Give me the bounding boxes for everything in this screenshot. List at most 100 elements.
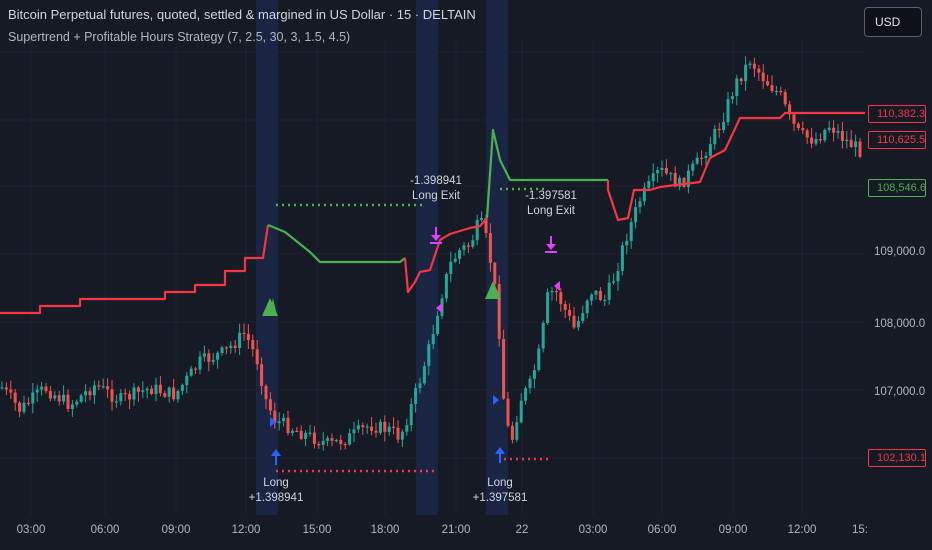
symbol-title[interactable]: Bitcoin Perpetual futures, quoted, settl… xyxy=(8,7,476,22)
candle-body xyxy=(779,90,783,93)
candle-body xyxy=(9,389,13,393)
candle-body xyxy=(466,245,470,247)
candle-body xyxy=(348,433,352,445)
candle-body xyxy=(510,425,514,440)
candle-body xyxy=(145,388,149,391)
candle-body xyxy=(713,128,717,145)
time-tick: 09:00 xyxy=(718,524,748,536)
entry-arrow-icon xyxy=(495,447,505,454)
candle-body xyxy=(638,201,642,208)
candle-body xyxy=(246,333,250,341)
candle-body xyxy=(832,127,836,133)
candle-body xyxy=(616,271,620,282)
candle-body xyxy=(796,123,800,129)
candle-body xyxy=(660,167,664,171)
time-tick: 22 xyxy=(515,524,529,536)
candle-body xyxy=(414,387,418,405)
candle-body xyxy=(656,170,660,174)
candle-body xyxy=(202,353,206,357)
candle-body xyxy=(801,128,805,131)
exit-arrow-icon xyxy=(431,235,441,241)
entry-label: Long +1.397581 xyxy=(473,476,528,506)
marker-right-icon xyxy=(270,417,276,427)
candle-body xyxy=(334,440,338,442)
candle-body xyxy=(216,352,220,360)
candle-body xyxy=(114,401,118,403)
candle-body xyxy=(70,404,74,410)
candle-body xyxy=(268,399,272,411)
candle-body xyxy=(836,130,840,133)
supertrend-up-line xyxy=(267,223,406,264)
candle-body xyxy=(84,391,88,396)
candle-body xyxy=(673,172,677,187)
marker-left-icon xyxy=(554,281,560,291)
candle-body xyxy=(370,426,374,431)
candle-body xyxy=(361,425,365,428)
exit-value: -1.398941 xyxy=(410,175,462,187)
candle-body xyxy=(541,323,545,349)
candle-body xyxy=(66,394,70,410)
currency-button[interactable]: USD xyxy=(864,7,922,37)
candle-body xyxy=(387,426,391,432)
candle-body xyxy=(444,274,448,299)
candle-body xyxy=(242,332,246,335)
time-tick: 18:00 xyxy=(370,524,400,536)
candle-body xyxy=(224,347,228,349)
candle-body xyxy=(730,96,734,100)
candle-body xyxy=(251,340,255,350)
candle-body xyxy=(422,366,426,384)
candle-body xyxy=(502,338,506,399)
entry-side: Long xyxy=(263,477,289,489)
candle-body xyxy=(176,390,180,400)
candle-body xyxy=(840,130,844,141)
candle-body xyxy=(814,139,818,144)
candle-body xyxy=(136,387,140,392)
entry-value: +1.398941 xyxy=(248,492,304,504)
candle-body xyxy=(453,258,457,262)
candle-body xyxy=(141,390,145,392)
candle-body xyxy=(374,430,378,433)
candle-body xyxy=(748,63,752,65)
supertrend-down-line xyxy=(0,224,270,315)
candle-body xyxy=(664,167,668,174)
candle-body xyxy=(761,72,765,82)
candle-body xyxy=(158,384,162,394)
candle-body xyxy=(458,250,462,259)
price-tick: 109,000.0 xyxy=(874,246,926,258)
candle-body xyxy=(233,345,237,348)
candle-body xyxy=(128,393,132,400)
candle-body xyxy=(691,163,695,171)
entry-side: Long xyxy=(487,477,513,489)
candle-body xyxy=(708,144,712,156)
time-tick: 15: xyxy=(852,524,868,536)
candle-body xyxy=(180,385,184,391)
marker-right-icon xyxy=(493,395,499,405)
candle-body xyxy=(330,438,334,441)
time-tick: 09:00 xyxy=(161,524,191,536)
candle-body xyxy=(431,334,435,345)
candle-body xyxy=(154,384,158,394)
candle-body xyxy=(365,426,369,428)
candle-body xyxy=(519,400,523,423)
candle-body xyxy=(321,440,325,445)
candle-body xyxy=(607,282,611,300)
candle-body xyxy=(277,421,281,424)
strategy-legend[interactable]: Supertrend + Profitable Hours Strategy (… xyxy=(8,30,351,44)
candle-body xyxy=(686,170,690,187)
time-tick: 12:00 xyxy=(231,524,261,536)
candle-body xyxy=(647,181,651,188)
candle-body xyxy=(669,172,673,175)
candle-body xyxy=(471,240,475,247)
candle-body xyxy=(752,63,756,69)
exit-value: -1.397581 xyxy=(525,190,577,202)
candle-body xyxy=(312,432,316,444)
candle-body xyxy=(75,401,79,405)
price-badge: 108,546.6 xyxy=(868,179,926,197)
time-tick: 06:00 xyxy=(647,524,677,536)
candle-body xyxy=(845,139,849,141)
entry-value: +1.397581 xyxy=(472,492,528,504)
candle-body xyxy=(449,261,453,275)
candle-body xyxy=(53,395,57,399)
